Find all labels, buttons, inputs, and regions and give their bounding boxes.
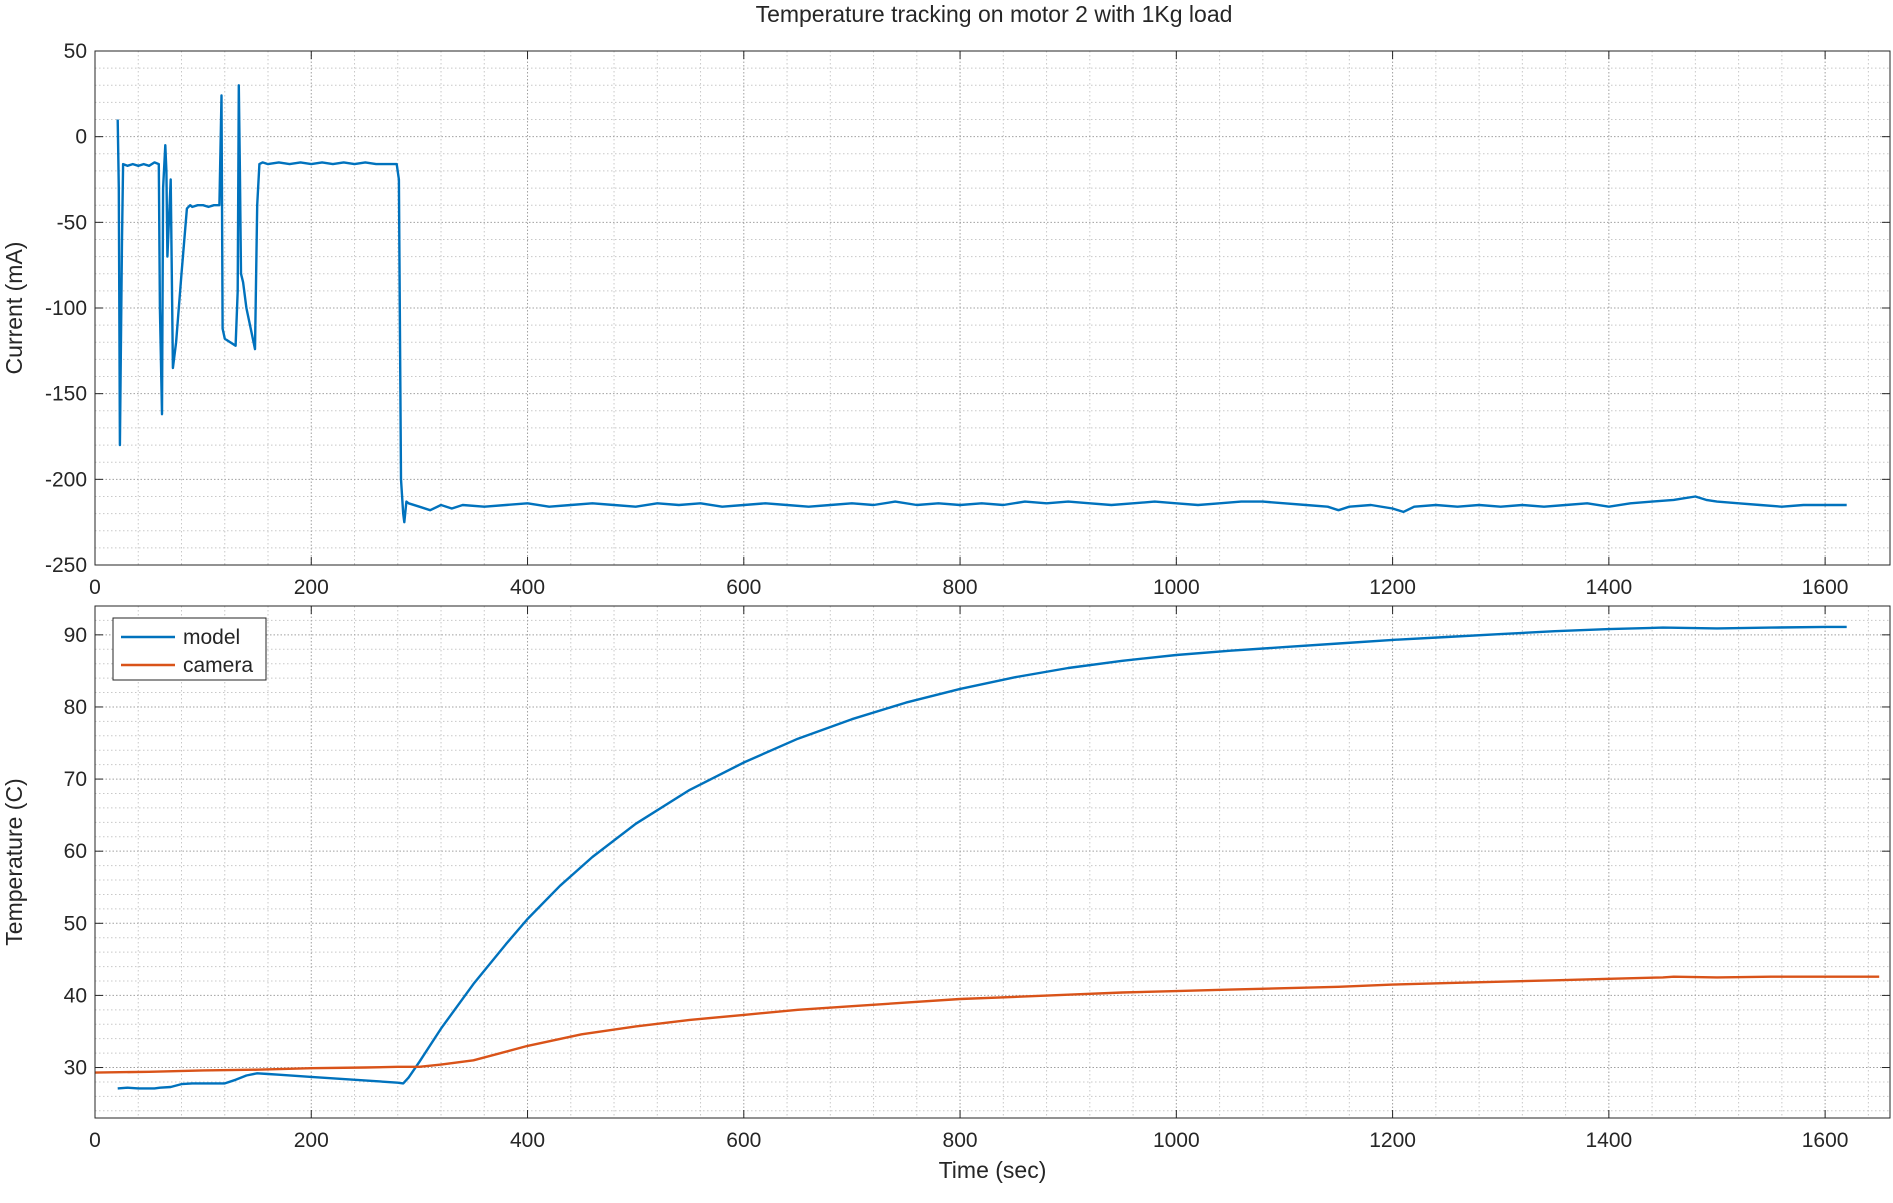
y-tick-label: -250: [45, 554, 87, 577]
y-tick-label: -100: [45, 297, 87, 320]
x-tick-label: 800: [943, 1129, 978, 1152]
x-axis-label: Time (sec): [939, 1157, 1047, 1183]
x-tick-label: 200: [294, 1129, 329, 1152]
chart-title: Temperature tracking on motor 2 with 1Kg…: [756, 1, 1233, 27]
x-tick-label: 1000: [1153, 1129, 1200, 1152]
y-tick-label: -200: [45, 468, 87, 491]
x-tick-label: 400: [510, 1129, 545, 1152]
temperature-axes: 0 200 400 600 800 1000 1200 1400 1600 30 40 50 60 70 8…: [1, 605, 1891, 1183]
x-tick-label: 800: [943, 576, 978, 599]
x-tick-label: 600: [726, 576, 761, 599]
axes-box: [94, 605, 1891, 1119]
y-tick-label: 70: [64, 768, 87, 791]
y-tick-label: 30: [64, 1057, 87, 1080]
series-line-current: [116, 84, 1847, 524]
x-tick-label: 1600: [1802, 576, 1849, 599]
x-tick-label: 0: [89, 576, 101, 599]
y-tick-label: 90: [64, 624, 87, 647]
y-axis-label: Temperature (C): [1, 778, 27, 945]
x-tick-label: 1400: [1585, 576, 1632, 599]
y-tick-label: 80: [64, 696, 87, 719]
x-tick-label: 1000: [1153, 576, 1200, 599]
x-tick-label: 400: [510, 576, 545, 599]
y-tick-label: -150: [45, 383, 87, 406]
x-tick-label: 200: [294, 576, 329, 599]
y-axis-label: Current (mA): [1, 242, 27, 375]
x-tick-label: 0: [89, 1129, 101, 1152]
current-axes: 0 200 400 600 800 1000 1200 1400 1600 -250 -200 -15…: [1, 40, 1891, 599]
y-tick-label: 60: [64, 840, 87, 863]
x-tick-label: 1200: [1369, 1129, 1416, 1152]
legend-box: [112, 617, 267, 681]
legend-label-camera: camera: [183, 654, 253, 677]
series-line-camera: [94, 975, 1880, 1074]
y-tick-label: 40: [64, 984, 87, 1007]
x-tick-label: 1400: [1585, 1129, 1632, 1152]
legend: model camera: [112, 617, 267, 681]
x-tick-label: 600: [726, 1129, 761, 1152]
y-tick-label: -50: [57, 211, 87, 234]
x-tick-label: 1200: [1369, 576, 1416, 599]
y-tick-label: 50: [64, 40, 87, 63]
minor-grid: [95, 605, 1890, 1118]
x-tick-label: 1600: [1802, 1129, 1849, 1152]
y-tick-label: 0: [75, 126, 87, 149]
series-line-model: [117, 625, 1847, 1090]
plot-area: [95, 606, 1890, 1118]
y-tick-label: 50: [64, 912, 87, 935]
legend-label-model: model: [183, 626, 240, 649]
major-grid: [94, 606, 1890, 1118]
